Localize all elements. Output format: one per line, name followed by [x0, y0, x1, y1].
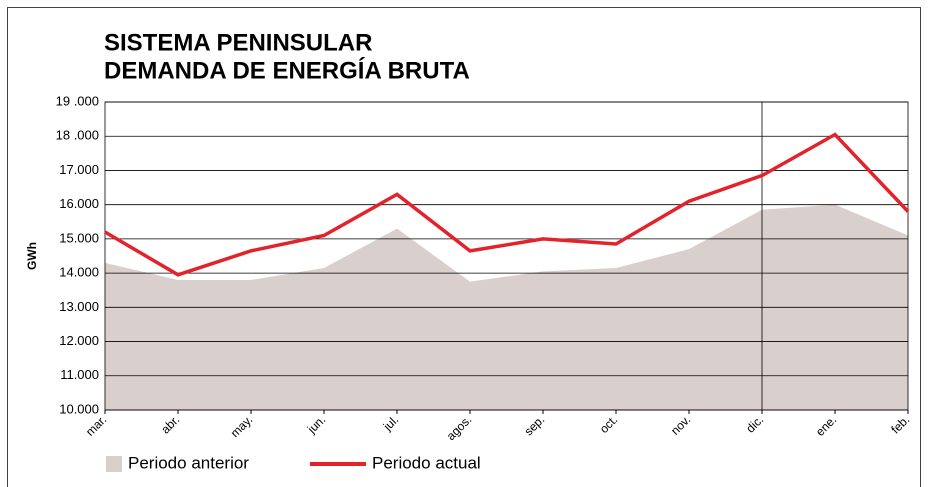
x-tick-label: ene.: [813, 412, 839, 438]
x-tick-label: oct.: [597, 412, 621, 436]
x-tick-label: abr.: [158, 412, 182, 436]
legend-label: Periodo anterior: [128, 453, 249, 472]
chart-title: SISTEMA PENINSULAR: [104, 29, 372, 56]
y-tick-label: 17.000: [59, 162, 99, 177]
x-tick-label: sep.: [521, 412, 547, 438]
x-tick-label: nov.: [668, 412, 693, 437]
x-tick-label: feb.: [888, 412, 912, 436]
y-tick-label: 11.000: [60, 367, 99, 382]
y-tick-label: 15.000: [59, 230, 99, 245]
y-tick-label: 16.000: [59, 196, 99, 211]
legend-swatch: [106, 456, 122, 472]
frame: [7, 7, 921, 487]
plot-border: [104, 101, 909, 411]
chart-title: DEMANDA DE ENERGÍA BRUTA: [104, 56, 470, 84]
x-tick-label: dic.: [743, 412, 766, 435]
x-tick-label: agos.: [444, 412, 475, 443]
x-tick-label: may.: [228, 412, 256, 440]
y-tick-label: 10.000: [59, 401, 99, 416]
legend-label: Periodo actual: [372, 453, 481, 472]
y-tick-label: 13.000: [59, 299, 99, 314]
y-axis-label: GWh: [25, 242, 39, 270]
x-tick-label: jun.: [304, 412, 328, 436]
x-tick-label: jul.: [380, 412, 401, 433]
line: [104, 132, 910, 277]
y-tick-label: 18 .000: [56, 128, 99, 143]
y-tick-label: 19 .000: [56, 93, 99, 108]
y-tick-label: 12.000: [59, 333, 99, 348]
y-tick-label: 14.000: [59, 265, 99, 280]
